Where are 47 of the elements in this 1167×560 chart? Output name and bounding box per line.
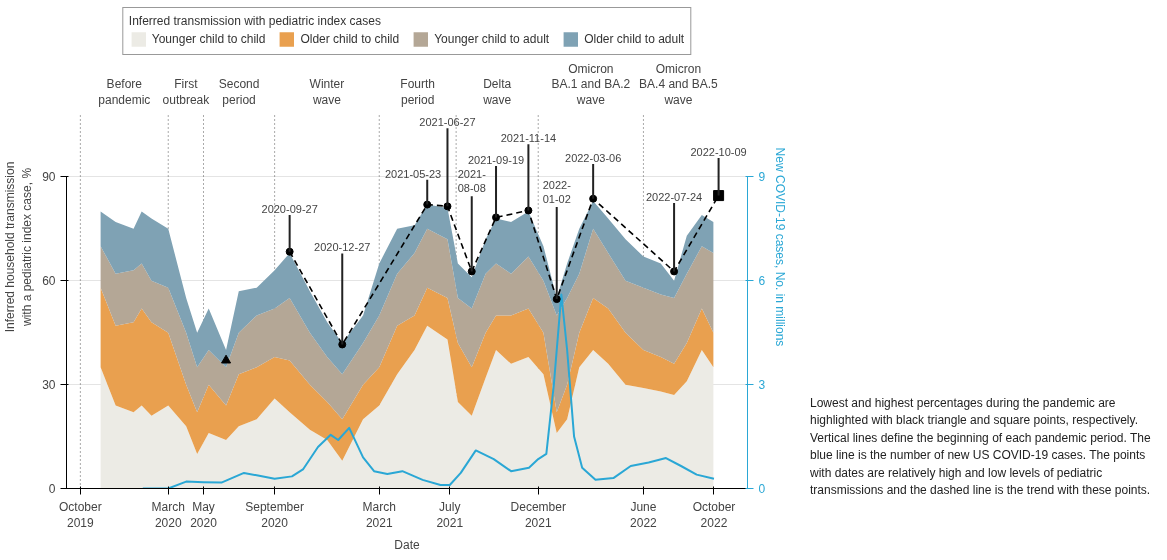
x-tick-label: October 2022 <box>692 499 736 531</box>
annotation: 2021-11-14 <box>500 132 557 145</box>
y2-tick-label: 3 <box>758 378 766 393</box>
y2-axis-title: New COVID-19 cases, No. in millions <box>773 147 788 347</box>
ref-line-label: Omicron BA.4 and BA.5 wave <box>639 61 719 107</box>
x-tick-label: October 2019 <box>59 499 102 531</box>
ref-line-label: Winter wave <box>309 77 345 107</box>
ref-line-label: First outbreak <box>162 77 211 107</box>
legend-label: Younger child to child <box>151 31 266 48</box>
x-tick-label: March 2021 <box>362 499 396 531</box>
annotation: 2020-09-27 <box>261 203 318 216</box>
annotation: 2021-09-19 <box>467 153 525 166</box>
annotation: 2021-05-23 <box>384 167 442 180</box>
annotation: 2022-07-24 <box>645 191 703 204</box>
x-tick-label: July 2021 <box>436 499 464 531</box>
x-tick-label: December 2021 <box>510 499 566 531</box>
ref-line-label: Fourth period <box>400 77 436 107</box>
ref-line-label: Delta wave <box>482 77 512 107</box>
y-axis-title: Inferred household transmission with a pediatric index case, % <box>3 161 35 333</box>
annotation: 2021-08-08 <box>457 168 487 195</box>
legend-label: Older child to child <box>300 31 400 48</box>
annotation: 2021-06-27 <box>419 116 476 129</box>
ref-line-label: Before pandemic <box>98 77 151 107</box>
text: Lowest and highest percentages during the pandemic are highlighted with black triangle and square points, respectively. Vertical lines define the beginning of each pandemic period. The blue line is the number of new US COVID-19 cases. The points with dates are relatively high and low levels of pediatric transmissions and the dashed line is the trend with these points. <box>810 395 1152 499</box>
ref-line-label: Second period <box>218 77 260 107</box>
annotation: 2022-10-09 <box>690 145 747 158</box>
point <box>713 190 725 202</box>
annotation: 2022-03-06 <box>565 152 622 165</box>
annotation: 2020-12-27 <box>314 241 371 254</box>
y-tick-label: 0 <box>48 482 56 496</box>
y-tick-label: 60 <box>42 274 56 289</box>
y2-tick-label: 6 <box>758 274 766 289</box>
y2-tick-label: 9 <box>758 170 766 185</box>
x-tick-label: September 2020 <box>245 499 304 531</box>
legend-title: Inferred transmission with pediatric index cases <box>128 14 382 28</box>
point <box>221 354 232 364</box>
x-tick-label: May 2020 <box>190 499 218 531</box>
y-tick-label: 30 <box>42 378 56 393</box>
x-tick-label: June 2022 <box>630 499 658 531</box>
y-tick-label: 90 <box>42 170 56 185</box>
annotation: 2022-01-02 <box>542 179 572 206</box>
x-tick-label: March 2020 <box>151 499 185 531</box>
legend-label: Older child to adult <box>584 31 685 48</box>
ref-line-label: Omicron BA.1 and BA.2 wave <box>551 61 631 107</box>
x-axis-title: Date <box>394 538 420 553</box>
legend-label: Younger child to adult <box>434 31 550 48</box>
y2-tick-label: 0 <box>758 482 766 496</box>
